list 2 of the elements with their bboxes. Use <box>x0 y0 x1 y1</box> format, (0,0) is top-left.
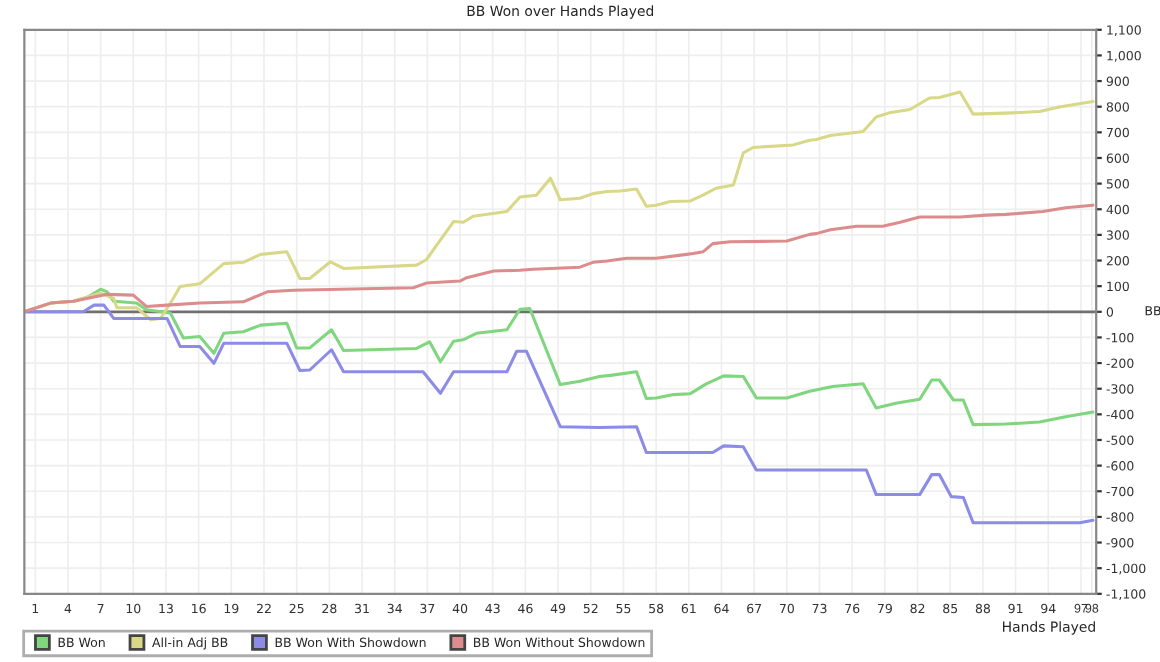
line-series <box>24 203 1095 314</box>
line-series <box>24 303 1095 525</box>
